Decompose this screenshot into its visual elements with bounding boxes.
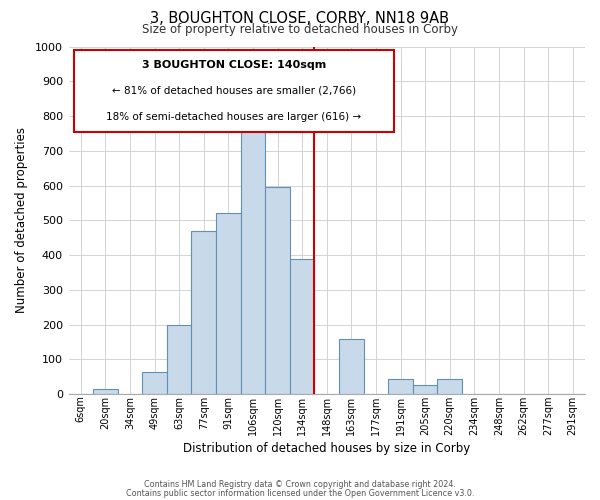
Bar	[241, 132, 265, 394]
Bar	[216, 214, 241, 394]
Text: 18% of semi-detached houses are larger (616) →: 18% of semi-detached houses are larger (…	[106, 112, 361, 122]
X-axis label: Distribution of detached houses by size in Corby: Distribution of detached houses by size …	[183, 442, 470, 455]
Bar	[93, 389, 118, 394]
Text: 3, BOUGHTON CLOSE, CORBY, NN18 9AB: 3, BOUGHTON CLOSE, CORBY, NN18 9AB	[151, 11, 449, 26]
Bar	[142, 372, 167, 394]
Text: 3 BOUGHTON CLOSE: 140sqm: 3 BOUGHTON CLOSE: 140sqm	[142, 60, 326, 70]
Bar	[437, 378, 462, 394]
Text: Size of property relative to detached houses in Corby: Size of property relative to detached ho…	[142, 22, 458, 36]
Bar	[413, 386, 437, 394]
Text: Contains public sector information licensed under the Open Government Licence v3: Contains public sector information licen…	[126, 488, 474, 498]
Bar	[191, 231, 216, 394]
Text: Contains HM Land Registry data © Crown copyright and database right 2024.: Contains HM Land Registry data © Crown c…	[144, 480, 456, 489]
Bar	[339, 338, 364, 394]
Bar	[265, 188, 290, 394]
Y-axis label: Number of detached properties: Number of detached properties	[15, 128, 28, 314]
Bar	[290, 258, 314, 394]
Bar	[388, 378, 413, 394]
FancyBboxPatch shape	[74, 50, 394, 132]
Text: ← 81% of detached houses are smaller (2,766): ← 81% of detached houses are smaller (2,…	[112, 86, 356, 96]
Bar	[167, 324, 191, 394]
